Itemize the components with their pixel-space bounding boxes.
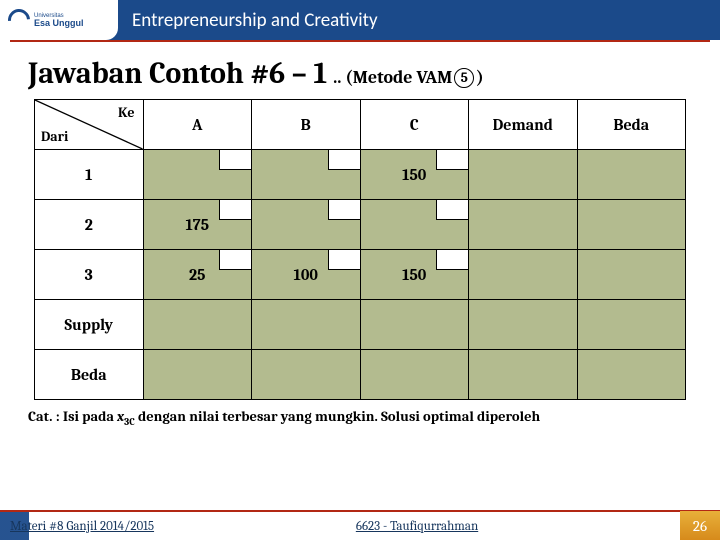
note: Cat. : Isi pada x3C dengan nilai terbesa… bbox=[0, 402, 720, 430]
row-3-label: 3 bbox=[35, 250, 144, 300]
note-subscript: 3C bbox=[124, 416, 135, 428]
row-beda-label: Beda bbox=[35, 350, 144, 400]
alloc-3A: 25 bbox=[189, 266, 205, 284]
cell-2C bbox=[360, 200, 469, 250]
cost-box-icon bbox=[436, 200, 468, 220]
alloc-1C: 150 bbox=[402, 166, 426, 184]
corner-to: Ke bbox=[118, 104, 134, 121]
cell-beda-beda bbox=[577, 350, 686, 400]
topbar: Universitas Esa Unggul Entrepreneurship … bbox=[0, 0, 720, 40]
cell-supply-B bbox=[252, 300, 361, 350]
logo-text: Universitas Esa Unggul bbox=[34, 13, 84, 28]
cell-2B bbox=[252, 200, 361, 250]
cell-1-demand bbox=[469, 150, 578, 200]
cell-beda-C bbox=[360, 350, 469, 400]
alloc-3B: 100 bbox=[294, 266, 318, 284]
page-number: 26 bbox=[680, 511, 720, 540]
cell-1A bbox=[143, 150, 252, 200]
footer-left: Materi #8 Ganjil 2014/2015 bbox=[0, 519, 154, 534]
cell-1-beda bbox=[577, 150, 686, 200]
logo-name: Esa Unggul bbox=[34, 18, 84, 28]
row-supply: Supply bbox=[35, 300, 686, 350]
row-1: 1 150 bbox=[35, 150, 686, 200]
cell-beda-demand bbox=[469, 350, 578, 400]
step-number: 5 bbox=[454, 68, 474, 88]
cell-2-beda bbox=[577, 200, 686, 250]
cell-3C: 150 bbox=[360, 250, 469, 300]
logo-swoosh-icon bbox=[4, 5, 35, 36]
cost-box-icon bbox=[219, 250, 251, 270]
cost-box-icon bbox=[328, 200, 360, 220]
cost-box-icon bbox=[219, 150, 251, 170]
subtitle-suffix: ) bbox=[476, 67, 483, 88]
vam-table: Ke Dari A B C Demand Beda 1 150 2 175 bbox=[34, 99, 686, 400]
cell-supply-beda bbox=[577, 300, 686, 350]
col-B: B bbox=[252, 100, 361, 150]
cell-3-beda bbox=[577, 250, 686, 300]
corner-cell: Ke Dari bbox=[35, 100, 144, 150]
note-suffix: dengan nilai terbesar yang mungkin. Solu… bbox=[135, 408, 540, 425]
row-beda: Beda bbox=[35, 350, 686, 400]
cell-1C: 150 bbox=[360, 150, 469, 200]
alloc-2A: 175 bbox=[185, 216, 209, 234]
cost-box-icon bbox=[436, 150, 468, 170]
alloc-3C: 150 bbox=[402, 266, 426, 284]
col-Demand: Demand bbox=[469, 100, 578, 150]
cell-supply-A bbox=[143, 300, 252, 350]
subtitle-prefix: .. (Metode VAM bbox=[333, 67, 452, 88]
cell-3A: 25 bbox=[143, 250, 252, 300]
corner-from: Dari bbox=[41, 128, 68, 145]
col-Beda: Beda bbox=[577, 100, 686, 150]
cell-1B bbox=[252, 150, 361, 200]
logo: Universitas Esa Unggul bbox=[0, 0, 118, 40]
cell-supply-C bbox=[360, 300, 469, 350]
col-C: C bbox=[360, 100, 469, 150]
title-row: Jawaban Contoh #6 – 1 .. (Metode VAM 5 ) bbox=[0, 42, 720, 95]
footer: Materi #8 Ganjil 2014/2015 6623 - Taufiq… bbox=[0, 510, 720, 540]
note-prefix: Cat. : Isi pada bbox=[28, 408, 117, 425]
cell-beda-B bbox=[252, 350, 361, 400]
col-A: A bbox=[143, 100, 252, 150]
cell-beda-A bbox=[143, 350, 252, 400]
cost-box-icon bbox=[436, 250, 468, 270]
cell-supply-demand bbox=[469, 300, 578, 350]
cell-3B: 100 bbox=[252, 250, 361, 300]
cost-box-icon bbox=[328, 250, 360, 270]
row-supply-label: Supply bbox=[35, 300, 144, 350]
cell-2A: 175 bbox=[143, 200, 252, 250]
cell-2-demand bbox=[469, 200, 578, 250]
row-2: 2 175 bbox=[35, 200, 686, 250]
row-3: 3 25 100 150 bbox=[35, 250, 686, 300]
slide-title: Jawaban Contoh #6 – 1 bbox=[28, 56, 327, 91]
cost-box-icon bbox=[219, 200, 251, 220]
cell-3-demand bbox=[469, 250, 578, 300]
slide: Universitas Esa Unggul Entrepreneurship … bbox=[0, 0, 720, 540]
footer-mid: 6623 - Taufiqurrahman bbox=[154, 519, 680, 534]
course-title: Entrepreneurship and Creativity bbox=[118, 9, 378, 32]
vam-table-wrap: Ke Dari A B C Demand Beda 1 150 2 175 bbox=[0, 95, 720, 402]
row-1-label: 1 bbox=[35, 150, 144, 200]
header-row: Ke Dari A B C Demand Beda bbox=[35, 100, 686, 150]
row-2-label: 2 bbox=[35, 200, 144, 250]
slide-subtitle: .. (Metode VAM 5 ) bbox=[333, 67, 484, 88]
cost-box-icon bbox=[328, 150, 360, 170]
